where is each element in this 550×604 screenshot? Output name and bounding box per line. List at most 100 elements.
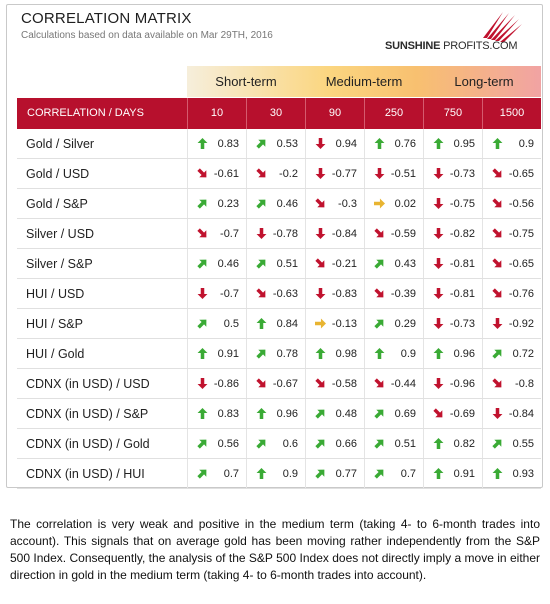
correlation-value: -0.13 bbox=[331, 318, 357, 330]
correlation-cell: 0.69 bbox=[364, 399, 423, 428]
correlation-value: -0.75 bbox=[508, 228, 534, 240]
correlation-cell: -0.84 bbox=[305, 219, 364, 248]
term-long: Long-term bbox=[454, 74, 514, 89]
correlation-cell: -0.92 bbox=[482, 309, 541, 338]
arrow-up-icon bbox=[197, 408, 208, 419]
correlation-cell: 0.48 bbox=[305, 399, 364, 428]
table-row: Silver / S&P 0.46 0.51 -0.21 0.43 -0.81 -0.65 bbox=[17, 249, 541, 279]
table-row: Gold / USD -0.61 -0.2 -0.77 -0.51 -0.73 -0.65 bbox=[17, 159, 541, 189]
correlation-value: -0.39 bbox=[390, 288, 416, 300]
arrow-up-right-icon bbox=[197, 259, 207, 269]
arrow-down-icon bbox=[197, 288, 208, 299]
correlation-value: 0.83 bbox=[217, 408, 239, 420]
arrow-up-icon bbox=[433, 438, 444, 449]
correlation-value: -0.21 bbox=[331, 258, 357, 270]
arrow-up-right-icon bbox=[256, 139, 266, 149]
correlation-value: -0.8 bbox=[515, 378, 534, 390]
correlation-cell: -0.77 bbox=[305, 159, 364, 188]
correlation-cell: -0.75 bbox=[423, 189, 482, 218]
correlation-cell: -0.76 bbox=[482, 279, 541, 308]
arrow-up-icon bbox=[256, 408, 267, 419]
arrow-down-right-icon bbox=[315, 378, 325, 388]
correlation-cell: -0.2 bbox=[246, 159, 305, 188]
brand-name: SUNSHINE PROFITS.COM bbox=[385, 40, 518, 52]
correlation-value: 0.76 bbox=[394, 138, 416, 150]
arrow-down-right-icon bbox=[197, 168, 207, 178]
correlation-value: -0.65 bbox=[508, 168, 534, 180]
correlation-cell: -0.86 bbox=[187, 369, 246, 398]
correlation-value: 0.55 bbox=[512, 438, 534, 450]
row-label: HUI / USD bbox=[26, 287, 85, 301]
arrow-down-icon bbox=[433, 318, 444, 329]
correlation-value: -0.3 bbox=[338, 198, 357, 210]
correlation-value: -0.65 bbox=[508, 258, 534, 270]
correlation-value: 0.51 bbox=[276, 258, 298, 270]
arrow-down-icon bbox=[433, 168, 444, 179]
correlation-value: 0.96 bbox=[276, 408, 298, 420]
correlation-cell: -0.8 bbox=[482, 369, 541, 398]
correlation-value: 0.7 bbox=[400, 468, 416, 480]
correlation-cell: -0.7 bbox=[187, 219, 246, 248]
correlation-cell: -0.84 bbox=[482, 399, 541, 428]
correlation-cell: -0.96 bbox=[423, 369, 482, 398]
correlation-cell: -0.75 bbox=[482, 219, 541, 248]
correlation-value: -0.44 bbox=[390, 378, 416, 390]
header-days-30: 30 bbox=[246, 98, 305, 129]
arrow-up-icon bbox=[256, 468, 267, 479]
arrow-up-right-icon bbox=[256, 349, 266, 359]
correlation-cell: 0.55 bbox=[482, 429, 541, 458]
arrow-up-right-icon bbox=[197, 319, 207, 329]
correlation-value: 0.84 bbox=[276, 318, 298, 330]
correlation-value: 0.78 bbox=[276, 348, 298, 360]
correlation-cell: -0.73 bbox=[423, 159, 482, 188]
correlation-value: 0.9 bbox=[282, 468, 298, 480]
correlation-value: -0.69 bbox=[449, 408, 475, 420]
page-title: CORRELATION MATRIX bbox=[21, 10, 192, 27]
correlation-value: 0.29 bbox=[394, 318, 416, 330]
header-days-1500: 1500 bbox=[482, 98, 541, 129]
correlation-cell: -0.51 bbox=[364, 159, 423, 188]
correlation-cell: -0.59 bbox=[364, 219, 423, 248]
correlation-cell: -0.56 bbox=[482, 189, 541, 218]
arrow-down-icon bbox=[197, 378, 208, 389]
table-row: CDNX (in USD) / S&P 0.83 0.96 0.48 0.69 -0.69… bbox=[17, 399, 541, 429]
correlation-value: -0.63 bbox=[272, 288, 298, 300]
correlation-value: -0.81 bbox=[449, 258, 475, 270]
correlation-cell: 0.9 bbox=[482, 129, 541, 158]
arrow-down-right-icon bbox=[374, 228, 384, 238]
correlation-value: -0.86 bbox=[213, 378, 239, 390]
correlation-value: 0.93 bbox=[512, 468, 534, 480]
correlation-cell: 0.82 bbox=[423, 429, 482, 458]
arrow-down-icon bbox=[433, 198, 444, 209]
arrow-up-right-icon bbox=[256, 199, 266, 209]
correlation-cell: -0.73 bbox=[423, 309, 482, 338]
correlation-value: -0.83 bbox=[331, 288, 357, 300]
arrow-down-right-icon bbox=[315, 198, 325, 208]
correlation-value: 0.91 bbox=[453, 468, 475, 480]
arrow-down-right-icon bbox=[492, 198, 502, 208]
correlation-value: 0.02 bbox=[394, 198, 416, 210]
correlation-value: -0.59 bbox=[390, 228, 416, 240]
table-row: Gold / Silver 0.83 0.53 0.94 0.76 0.95 0.9 bbox=[17, 129, 541, 159]
arrow-up-right-icon bbox=[374, 469, 384, 479]
arrow-up-icon bbox=[197, 348, 208, 359]
sunshine-profits-logo[interactable]: SUNSHINE PROFITS.COM bbox=[385, 8, 525, 56]
row-label: Gold / Silver bbox=[26, 137, 95, 151]
arrow-up-icon bbox=[315, 348, 326, 359]
correlation-value: 0.94 bbox=[335, 138, 357, 150]
correlation-cell: 0.5 bbox=[187, 309, 246, 338]
correlation-value: 0.66 bbox=[335, 438, 357, 450]
correlation-cell: 0.78 bbox=[246, 339, 305, 368]
arrow-up-icon bbox=[492, 138, 503, 149]
correlation-cell: 0.46 bbox=[187, 249, 246, 278]
header-days-750: 750 bbox=[423, 98, 482, 129]
correlation-value: -0.7 bbox=[220, 228, 239, 240]
correlation-cell: 0.77 bbox=[305, 459, 364, 488]
correlation-cell: 0.83 bbox=[187, 129, 246, 158]
arrow-down-right-icon bbox=[256, 378, 266, 388]
arrow-down-icon bbox=[315, 168, 326, 179]
arrow-down-right-icon bbox=[374, 378, 384, 388]
arrow-down-icon bbox=[492, 408, 503, 419]
header-days-90: 90 bbox=[305, 98, 364, 129]
correlation-value: -0.81 bbox=[449, 288, 475, 300]
